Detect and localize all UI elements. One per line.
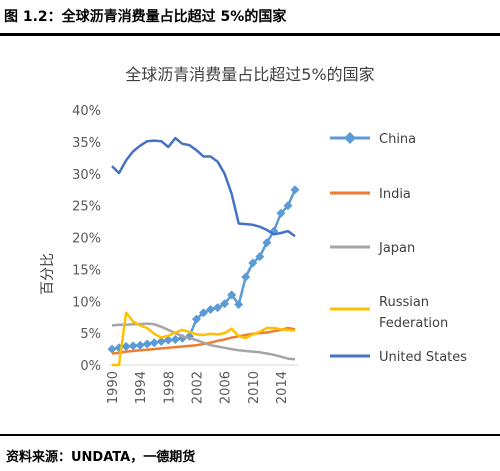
data-point-china <box>121 342 131 352</box>
data-point-china <box>213 303 223 313</box>
legend-label-russian-line2: Federation <box>379 316 448 331</box>
y-axis-title: 百分比 <box>40 253 56 295</box>
x-axis-ticks: 1990 1994 1998 2002 2006 2010 2014 <box>106 371 290 404</box>
series-line-united-states <box>111 136 296 238</box>
legend-label-japan: Japan <box>378 241 415 256</box>
figure-caption: 图 1.2：全球沥青消费量占比超过 5%的国家 <box>4 9 287 25</box>
series-line-japan <box>111 322 296 361</box>
chart-title: 全球沥青消费量占比超过5%的国家 <box>125 65 374 84</box>
series-line-russian-federation <box>112 311 296 367</box>
data-point-china <box>149 338 159 348</box>
y-tick-label: 35% <box>72 136 101 151</box>
legend-label-china: China <box>379 132 416 147</box>
data-point-china <box>276 208 286 218</box>
data-point-china <box>156 336 166 346</box>
legend-label-united-states: United States <box>379 350 467 365</box>
x-tick-label: 2006 <box>219 371 234 404</box>
y-tick-label: 20% <box>72 232 101 247</box>
y-tick-label: 25% <box>72 200 101 215</box>
y-tick-label: 5% <box>80 327 101 342</box>
data-point-china <box>163 335 173 345</box>
x-tick-label: 2002 <box>190 371 205 404</box>
x-tick-label: 1998 <box>162 371 177 404</box>
source-note: 资料来源：UNDATA，一德期货 <box>6 450 196 465</box>
data-point-china <box>220 299 230 309</box>
y-tick-label: 40% <box>72 104 101 119</box>
data-point-china <box>283 201 293 211</box>
data-point-china <box>255 252 265 262</box>
data-point-china <box>262 238 272 248</box>
legend-item-india: India <box>330 187 411 202</box>
legend-item-china: China <box>330 132 416 147</box>
data-point-china <box>234 299 244 309</box>
series-line-india <box>111 326 296 355</box>
data-point-china <box>241 272 251 282</box>
data-point-china <box>135 340 145 350</box>
y-tick-label: 10% <box>72 295 101 310</box>
data-point-china <box>128 341 138 351</box>
x-tick-label: 1994 <box>134 371 149 404</box>
data-point-china <box>248 258 258 268</box>
data-point-china <box>107 344 117 354</box>
data-point-china <box>170 335 180 344</box>
data-point-china <box>199 308 208 318</box>
data-point-china <box>142 339 152 349</box>
y-tick-label: 15% <box>72 263 101 278</box>
legend-item-russian-federation: Russian Federation <box>330 295 448 331</box>
legend-marker-china <box>344 132 356 144</box>
top-rule <box>0 33 500 36</box>
chart: 全球沥青消费量占比超过5%的国家 百分比 0% 5% 10% 15% 20% 25% 30%… <box>40 65 467 404</box>
y-axis-ticks: 0% 5% 10% 15% 20% 25% 30% 35% 40% <box>72 104 101 374</box>
data-point-china <box>191 314 201 324</box>
data-point-china <box>206 305 216 315</box>
legend-label-india: India <box>379 187 411 202</box>
legend-item-united-states: United States <box>330 350 467 365</box>
y-tick-label: 30% <box>72 168 101 183</box>
legend: China India Japan Russian Federation Uni… <box>330 132 467 365</box>
legend-item-japan: Japan <box>330 241 415 256</box>
bottom-rule <box>0 434 500 436</box>
data-point-china <box>290 185 300 195</box>
legend-label-russian-line1: Russian <box>379 295 429 310</box>
x-tick-label: 1990 <box>106 371 121 404</box>
x-tick-label: 2014 <box>275 371 290 404</box>
series-layer <box>107 136 300 367</box>
x-tick-label: 2010 <box>247 371 262 404</box>
data-point-china <box>227 290 237 300</box>
y-tick-label: 0% <box>80 359 101 374</box>
